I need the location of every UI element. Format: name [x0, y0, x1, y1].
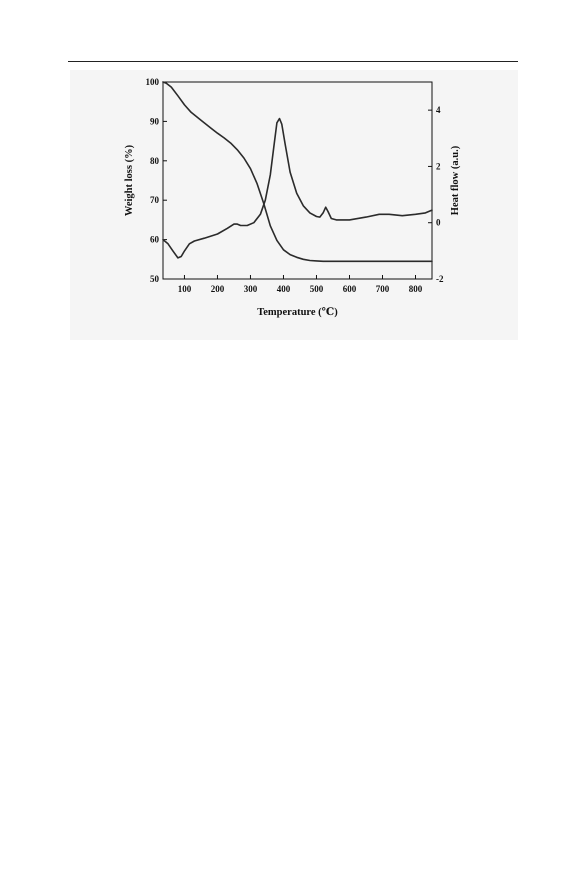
y-left-axis-label: Weight loss (%) — [124, 144, 135, 216]
y-right-axis-ticks: -2 0 2 4 — [428, 105, 444, 284]
plot-frame — [162, 81, 433, 280]
y-left-tick-label: 100 — [146, 77, 160, 87]
figure-panel — [70, 70, 518, 340]
series-layer — [162, 81, 433, 263]
x-tick-label: 500 — [310, 284, 324, 294]
axes — [162, 81, 433, 280]
page-header-rule — [68, 61, 518, 62]
x-axis-ticks: 100 200 300 400 500 600 700 800 — [178, 275, 423, 294]
y-left-axis-ticks: 50 60 70 80 90 100 — [146, 77, 167, 284]
y-left-tick-label: 50 — [150, 274, 160, 284]
x-tick-label: 100 — [178, 284, 192, 294]
tga-dsc-chart: 100 200 300 400 500 600 700 800 50 60 70 80 90 100 -… — [124, 77, 461, 318]
y-left-tick-label: 90 — [150, 116, 160, 126]
y-left-tick-label: 60 — [150, 235, 160, 245]
x-tick-label: 200 — [211, 284, 225, 294]
y-right-tick-label: -2 — [436, 274, 444, 284]
y-left-tick-label: 70 — [150, 195, 160, 205]
y-right-axis-label: Heat flow (a.u.) — [450, 145, 461, 215]
weight-loss-line — [162, 81, 433, 263]
x-tick-label: 400 — [277, 284, 291, 294]
heat-flow-line — [162, 117, 433, 259]
y-right-tick-label: 0 — [436, 218, 441, 228]
x-tick-label: 700 — [376, 284, 390, 294]
x-tick-label: 800 — [409, 284, 423, 294]
y-right-tick-label: 2 — [436, 161, 441, 171]
y-right-tick-label: 4 — [436, 105, 441, 115]
y-left-tick-label: 80 — [150, 156, 160, 166]
x-tick-label: 600 — [343, 284, 357, 294]
x-tick-label: 300 — [244, 284, 258, 294]
x-axis-label: Temperature (℃) — [257, 307, 338, 318]
